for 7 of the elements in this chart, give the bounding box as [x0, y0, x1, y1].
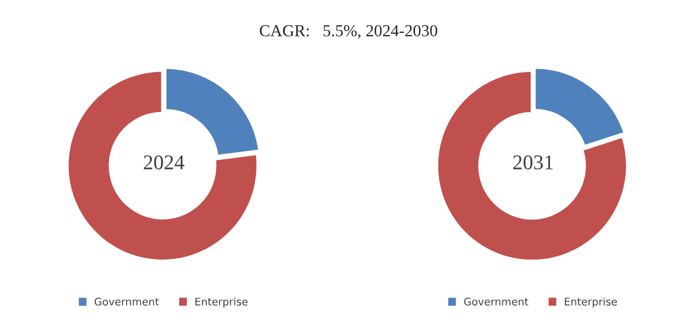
- text: 2031: [513, 155, 553, 170]
- legend-label: Enterprise: [196, 298, 248, 308]
- legend-label: Government: [94, 298, 159, 306]
- legend-label: Enterprise: [564, 298, 617, 308]
- text: 2024: [144, 155, 184, 170]
- legend-label: Government: [464, 298, 528, 306]
- text: CAGR: 5.5%, 2024-2030: [260, 25, 438, 39]
